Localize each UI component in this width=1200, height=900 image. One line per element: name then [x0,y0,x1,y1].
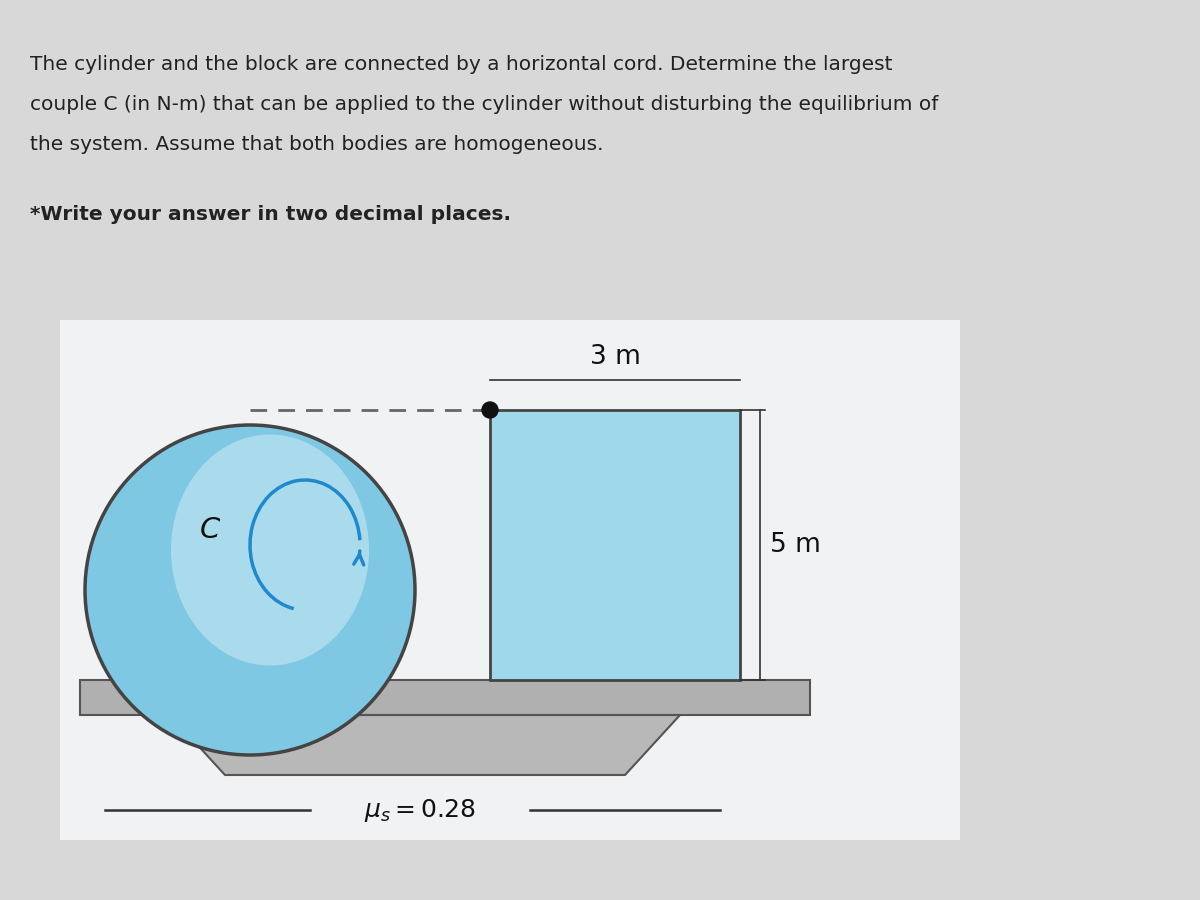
Polygon shape [170,715,680,775]
Circle shape [85,425,415,755]
Ellipse shape [172,435,370,665]
Bar [60,320,960,840]
Text: 5 m: 5 m [770,532,821,558]
Bar [80,680,810,715]
Bar [490,410,740,680]
Text: C: C [200,516,220,544]
Text: *Write your answer in two decimal places.: *Write your answer in two decimal places… [30,205,511,224]
Text: 3 m: 3 m [589,344,641,370]
Text: 68 kg: 68 kg [197,628,263,652]
Text: the system. Assume that both bodies are homogeneous.: the system. Assume that both bodies are … [30,135,604,154]
Text: 68 kg: 68 kg [582,533,648,557]
Text: The cylinder and the block are connected by a horizontal cord. Determine the lar: The cylinder and the block are connected… [30,55,893,74]
Text: couple C (in N-m) that can be applied to the cylinder without disturbing the equ: couple C (in N-m) that can be applied to… [30,95,938,114]
Text: $\mu_s = 0.28$: $\mu_s = 0.28$ [365,796,475,824]
Circle shape [482,402,498,418]
